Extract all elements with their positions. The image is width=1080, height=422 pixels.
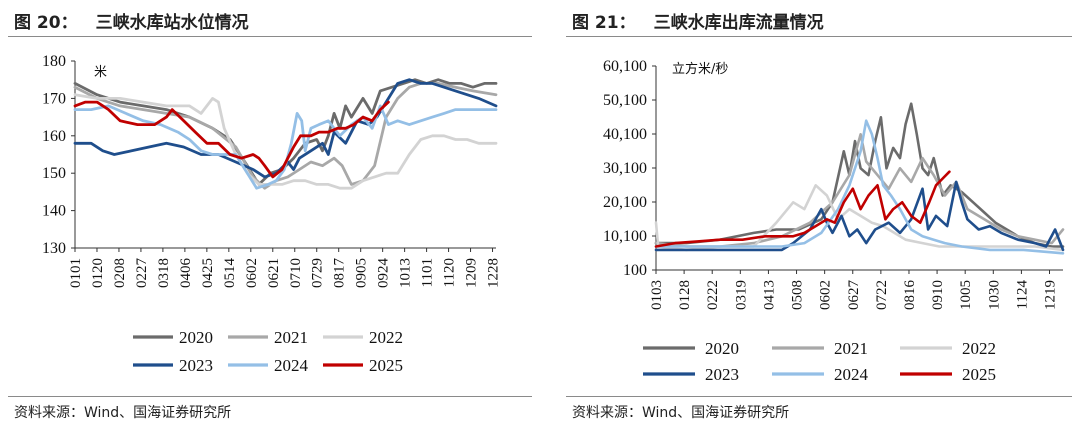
x-tick-label: 1124 [1014, 280, 1030, 310]
x-tick-label: 0905 [354, 258, 370, 288]
y-tick-label: 160 [42, 128, 66, 145]
legend-label-2023: 2023 [179, 356, 213, 375]
series-line-2023 [73, 78, 498, 179]
series-line-2025 [654, 170, 951, 248]
y-axis-unit-label: 米 [94, 65, 107, 80]
x-tick-label: 1120 [442, 258, 458, 287]
x-tick-label: 1013 [398, 258, 414, 288]
x-tick-label: 1101 [420, 258, 436, 287]
x-tick-label: 0602 [818, 280, 834, 310]
figure-title: 图 21： 三峡水库出库流量情况 [572, 8, 824, 33]
y-tick-label: 150 [42, 165, 66, 182]
series-line-2024 [73, 104, 498, 190]
legend-label-2020: 2020 [705, 339, 739, 358]
x-tick-label: 0222 [705, 280, 721, 310]
x-tick-label: 0722 [874, 280, 890, 310]
series-line-2023 [654, 180, 1065, 252]
series-line-2024 [654, 119, 1065, 255]
x-tick-label: 0319 [733, 280, 749, 310]
title-divider [8, 36, 532, 37]
title-divider [566, 36, 1072, 37]
y-tick-label: 100 [623, 262, 647, 279]
legend-label-2020: 2020 [179, 328, 213, 347]
x-tick-label: 0128 [677, 280, 693, 310]
y-tick-label: 20,100 [603, 194, 647, 211]
x-tick-label: 0318 [156, 258, 172, 288]
x-tick-label: 0103 [649, 280, 665, 310]
chart-panel-outflow: 图 21： 三峡水库出库流量情况 100 10,100 20,100 30,100 40,… [558, 0, 1080, 422]
x-tick-label: 0208 [112, 258, 128, 288]
legend-label-2025: 2025 [962, 365, 996, 384]
legend-label-2023: 2023 [705, 365, 739, 384]
y-tick-label: 60,100 [603, 58, 647, 75]
source-note: 资料来源：Wind、国海证券研究所 [572, 405, 790, 421]
legend-label-2022: 2022 [962, 339, 996, 358]
x-tick-label: 0729 [310, 258, 326, 288]
x-tick-label: 0816 [902, 280, 918, 311]
x-tick-label: 0621 [266, 258, 282, 288]
x-tick-label: 1005 [958, 280, 974, 310]
legend-label-2021: 2021 [834, 339, 868, 358]
y-axis-unit-label: 立方米/秒 [672, 61, 728, 77]
legend-label-2024: 2024 [274, 356, 309, 375]
figure-title: 图 20： 三峡水库站水位情况 [14, 8, 249, 33]
y-tick-label: 130 [42, 240, 66, 257]
x-tick-label: 0627 [846, 280, 862, 311]
y-tick-label: 10,100 [603, 228, 647, 245]
x-tick-label: 0514 [222, 258, 238, 289]
x-tick-label: 1030 [986, 280, 1002, 310]
legend-label-2025: 2025 [369, 356, 403, 375]
x-tick-label: 0508 [790, 280, 806, 310]
x-tick-label: 0924 [376, 258, 392, 289]
x-tick-label: 0413 [761, 280, 777, 310]
y-tick-label: 50,100 [603, 92, 647, 109]
x-tick-label: 0101 [68, 258, 84, 288]
source-note: 资料来源：Wind、国海证券研究所 [14, 405, 232, 421]
water-level-chart: 130 140 150 160 170 180 米 0101 0120 0208 0227 0318 0… [42, 53, 502, 375]
y-tick-label: 40,100 [603, 126, 647, 143]
source-divider [8, 396, 532, 397]
x-tick-label: 0425 [200, 258, 216, 288]
legend-label-2024: 2024 [834, 365, 869, 384]
series-line-2022 [73, 93, 498, 190]
x-tick-label: 0910 [930, 280, 946, 310]
chart-panel-water-level: 图 20： 三峡水库站水位情况 130 140 150 160 170 180 米 0101 01… [8, 8, 532, 421]
x-tick-label: 1219 [1043, 280, 1059, 310]
x-tick-label: 0406 [178, 258, 194, 289]
series-line-2020 [654, 102, 1065, 248]
y-tick-label: 30,100 [603, 160, 647, 177]
x-tick-label: 0602 [244, 258, 260, 288]
y-tick-label: 140 [42, 203, 66, 220]
source-divider [566, 396, 1072, 397]
x-tick-label: 1209 [464, 258, 480, 288]
y-tick-label: 170 [42, 90, 66, 107]
outflow-chart: 100 10,100 20,100 30,100 40,100 50,100 60,100 立… [603, 58, 1065, 384]
y-tick-label: 180 [42, 53, 66, 70]
x-tick-label: 0817 [332, 258, 348, 289]
figure-caption: 三峡水库站水位情况 [95, 13, 249, 33]
x-tick-label: 1228 [486, 258, 502, 288]
figure-number: 图 21： [572, 13, 636, 33]
x-tick-label: 0710 [288, 258, 304, 288]
x-tick-label: 0227 [134, 258, 150, 289]
x-tick-label: 0120 [90, 258, 106, 288]
figure-number: 图 20： [14, 13, 78, 33]
series-line-2025 [73, 100, 390, 179]
legend-label-2022: 2022 [369, 328, 403, 347]
figure-caption: 三峡水库出库流量情况 [653, 13, 824, 33]
legend-label-2021: 2021 [274, 328, 308, 347]
